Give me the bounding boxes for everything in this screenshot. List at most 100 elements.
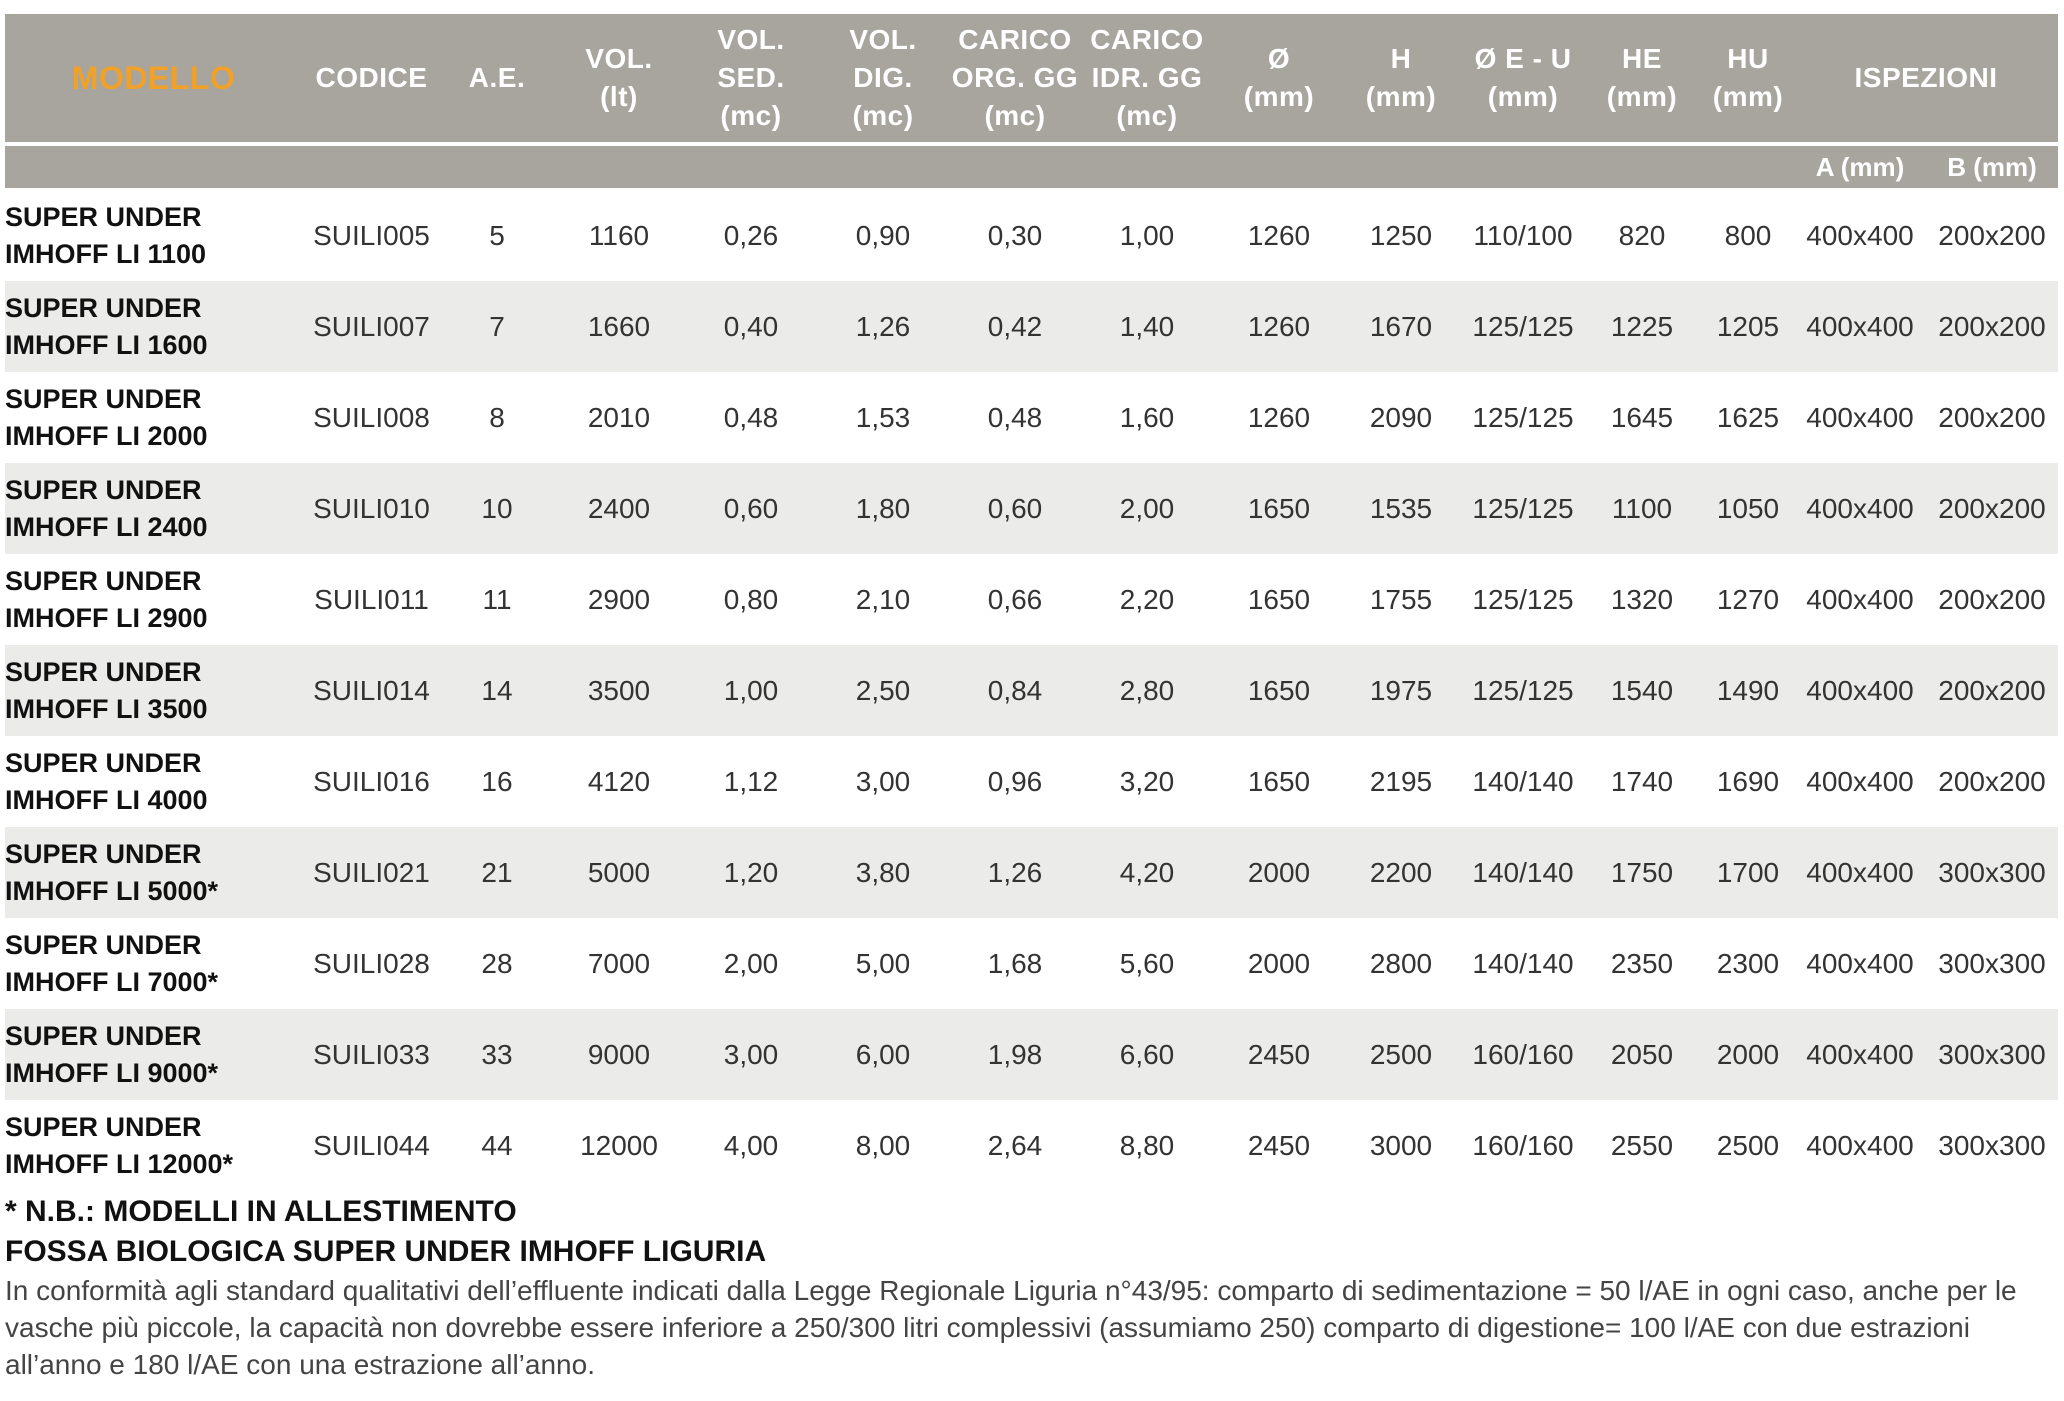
cell-h: 1755	[1369, 583, 1433, 615]
cell-modello: SUPER UNDER IMHOFF LI 4000	[5, 747, 208, 815]
cell-ispezione-a: 400x400	[1806, 856, 1914, 888]
cell-hu: 1270	[1716, 583, 1780, 615]
cell-vol: 1160	[588, 219, 650, 251]
subheader-a: A (mm)	[1815, 151, 1905, 182]
cell-ispezione-a: 400x400	[1806, 1129, 1914, 1161]
cell-carico-idr: 1,60	[1119, 401, 1175, 433]
header-codice: CODICE	[315, 62, 428, 93]
cell-diam: 1650	[1247, 765, 1311, 797]
cell-h: 2800	[1369, 947, 1433, 979]
table-row: SUPER UNDER IMHOFF LI 9000* SUILI033 33 900…	[5, 1009, 2058, 1100]
cell-vol: 2400	[587, 492, 651, 524]
cell-codice: SUILI028	[313, 947, 430, 979]
cell-he: 1645	[1610, 401, 1674, 433]
cell-ae: 7	[489, 310, 505, 342]
cell-hu: 1205	[1716, 310, 1780, 342]
cell-carico-idr: 6,60	[1119, 1038, 1175, 1070]
cell-vol-sed: 0,60	[723, 492, 779, 524]
cell-carico-idr: 2,00	[1119, 492, 1175, 524]
cell-carico-idr: 3,20	[1119, 765, 1175, 797]
header-vol-sed: VOL. SED. (mc)	[717, 24, 785, 131]
cell-he: 2050	[1610, 1038, 1674, 1070]
table-header: MODELLO CODICE A.E. VOL. (lt) VOL. SED. (mc)…	[5, 14, 2058, 142]
cell-codice: SUILI021	[313, 856, 430, 888]
cell-modello: SUPER UNDER IMHOFF LI 2000	[5, 383, 208, 451]
cell-hu: 2300	[1716, 947, 1780, 979]
cell-hu: 1690	[1716, 765, 1780, 797]
cell-hu: 2500	[1716, 1129, 1780, 1161]
cell-modello: SUPER UNDER IMHOFF LI 7000*	[5, 929, 219, 997]
cell-modello: SUPER UNDER IMHOFF LI 1600	[5, 292, 208, 360]
header-ae: A.E.	[468, 62, 526, 93]
header-eu: Ø E - U (mm)	[1474, 43, 1572, 112]
cell-modello: SUPER UNDER IMHOFF LI 2900	[5, 565, 208, 633]
cell-hu: 800	[1724, 219, 1772, 251]
table-row: SUPER UNDER IMHOFF LI 1100 SUILI005 5 1160 0…	[5, 190, 2058, 281]
cell-carico-org: 1,68	[987, 947, 1043, 979]
cell-codice: SUILI033	[313, 1038, 430, 1070]
cell-h: 2500	[1369, 1038, 1433, 1070]
cell-vol: 5000	[587, 856, 651, 888]
cell-eu: 125/125	[1472, 401, 1574, 433]
table-row: SUPER UNDER IMHOFF LI 7000* SUILI028 28 700…	[5, 918, 2058, 1009]
nb-note: * N.B.: MODELLI IN ALLESTIMENTO	[5, 1195, 517, 1228]
cell-he: 1750	[1610, 856, 1674, 888]
header-he: HE (mm)	[1606, 43, 1678, 112]
cell-he: 1740	[1610, 765, 1674, 797]
cell-ispezione-b: 200x200	[1938, 674, 2046, 706]
cell-vol-sed: 3,00	[723, 1038, 779, 1070]
cell-vol-sed: 1,12	[723, 765, 779, 797]
cell-ispezione-b: 200x200	[1938, 583, 2046, 615]
header-carico-idr: CARICO IDR. GG (mc)	[1090, 24, 1204, 131]
cell-codice: SUILI008	[313, 401, 430, 433]
cell-vol: 3500	[587, 674, 651, 706]
cell-diam: 1650	[1247, 674, 1311, 706]
cell-carico-idr: 5,60	[1119, 947, 1175, 979]
cell-diam: 1650	[1247, 492, 1311, 524]
cell-vol-sed: 0,40	[723, 310, 779, 342]
cell-hu: 1700	[1716, 856, 1780, 888]
cell-ispezione-a: 400x400	[1806, 492, 1914, 524]
cell-ispezione-b: 200x200	[1938, 492, 2046, 524]
cell-vol-dig: 3,80	[855, 856, 911, 888]
header-carico-org: CARICO ORG. GG (mc)	[951, 24, 1079, 131]
cell-ispezione-a: 400x400	[1806, 583, 1914, 615]
cell-ae: 33	[481, 1038, 513, 1070]
cell-eu: 110/100	[1473, 219, 1573, 251]
cell-carico-org: 0,66	[987, 583, 1043, 615]
cell-eu: 125/125	[1472, 310, 1574, 342]
cell-vol-dig: 1,26	[855, 310, 911, 342]
header-vol-dig: VOL. DIG. (mc)	[849, 24, 917, 131]
cell-carico-idr: 8,80	[1119, 1129, 1175, 1161]
cell-carico-idr: 1,40	[1119, 310, 1175, 342]
cell-modello: SUPER UNDER IMHOFF LI 2400	[5, 474, 208, 542]
cell-codice: SUILI044	[313, 1129, 430, 1161]
cell-ae: 21	[481, 856, 513, 888]
cell-modello: SUPER UNDER IMHOFF LI 3500	[5, 656, 208, 724]
cell-ae: 44	[481, 1129, 513, 1161]
table-row: SUPER UNDER IMHOFF LI 5000* SUILI021 21 500…	[5, 827, 2058, 918]
cell-diam: 1260	[1247, 401, 1311, 433]
cell-vol-dig: 6,00	[855, 1038, 911, 1070]
cell-vol: 4120	[587, 765, 651, 797]
header-ispezioni: ISPEZIONI	[1854, 62, 1998, 93]
cell-ispezione-b: 300x300	[1938, 1038, 2046, 1070]
cell-ispezione-b: 200x200	[1938, 219, 2046, 251]
cell-hu: 1050	[1716, 492, 1780, 524]
cell-ispezione-b: 300x300	[1938, 1129, 2046, 1161]
cell-vol: 2010	[587, 401, 651, 433]
cell-ispezione-b: 200x200	[1938, 310, 2046, 342]
cell-h: 1670	[1369, 310, 1433, 342]
cell-ispezione-a: 400x400	[1806, 1038, 1914, 1070]
table-subheader: A (mm) B (mm)	[5, 146, 2058, 188]
cell-vol-sed: 2,00	[723, 947, 779, 979]
cell-eu: 140/140	[1472, 856, 1574, 888]
cell-diam: 2000	[1247, 947, 1311, 979]
cell-he: 2550	[1610, 1129, 1674, 1161]
cell-carico-org: 0,42	[987, 310, 1043, 342]
cell-ispezione-b: 200x200	[1938, 765, 2046, 797]
cell-codice: SUILI016	[313, 765, 430, 797]
cell-carico-org: 1,98	[987, 1038, 1043, 1070]
cell-vol-dig: 5,00	[855, 947, 911, 979]
cell-he: 1225	[1610, 310, 1674, 342]
